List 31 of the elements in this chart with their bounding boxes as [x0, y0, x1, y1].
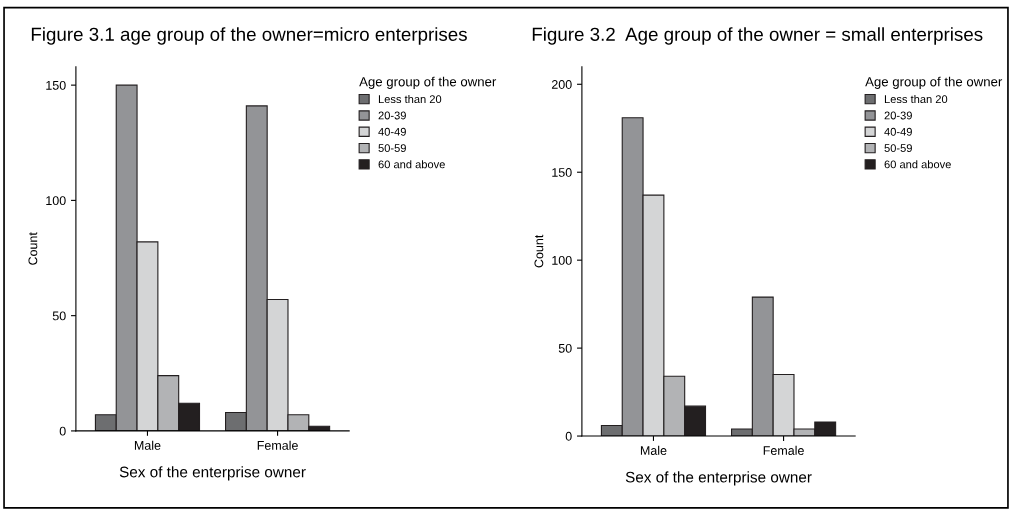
y-tick-label: 150 [552, 168, 572, 177]
y-tick-label: 50 [558, 343, 572, 353]
x-tick-label: Male [640, 445, 667, 455]
legend-label: 50-59 [884, 144, 912, 153]
y-tick-label: 0 [59, 426, 66, 436]
legend-title: Age group of the owner [359, 76, 497, 89]
x-axis-title: Sex of the enterprise owner [625, 471, 812, 486]
y-tick-label: 100 [46, 196, 66, 206]
x-tick-label: Female [257, 440, 298, 450]
chart-title: Figure 3.1 age group of the owner=micro enterprises [31, 27, 467, 45]
x-tick-label: Female [763, 445, 804, 455]
legend-label: 50-59 [378, 144, 406, 153]
legend-label: 60 and above [378, 160, 445, 169]
legend-label: 20-39 [378, 111, 406, 120]
legend-label: 40-49 [378, 127, 406, 136]
legend-title: Age group of the owner [865, 76, 1003, 89]
y-tick-label: 150 [46, 80, 66, 90]
legend-label: Less than 20 [884, 94, 948, 104]
legend-label: Less than 20 [378, 94, 442, 104]
x-axis-title: Sex of the enterprise owner [119, 466, 306, 481]
y-tick-label: 50 [52, 311, 66, 321]
chart-title: Figure 3.2 Age group of the owner = small enterprises [532, 27, 983, 45]
legend-label: 20-39 [884, 111, 912, 120]
y-axis-title: Count [534, 234, 544, 268]
y-tick-label: 100 [552, 255, 572, 265]
y-tick-label: 0 [565, 431, 572, 441]
y-axis-title: Count [28, 232, 38, 265]
x-tick-label: Male [134, 440, 161, 450]
legend-label: 60 and above [884, 160, 951, 169]
legend-label: 40-49 [884, 127, 912, 136]
y-tick-label: 200 [551, 80, 572, 89]
